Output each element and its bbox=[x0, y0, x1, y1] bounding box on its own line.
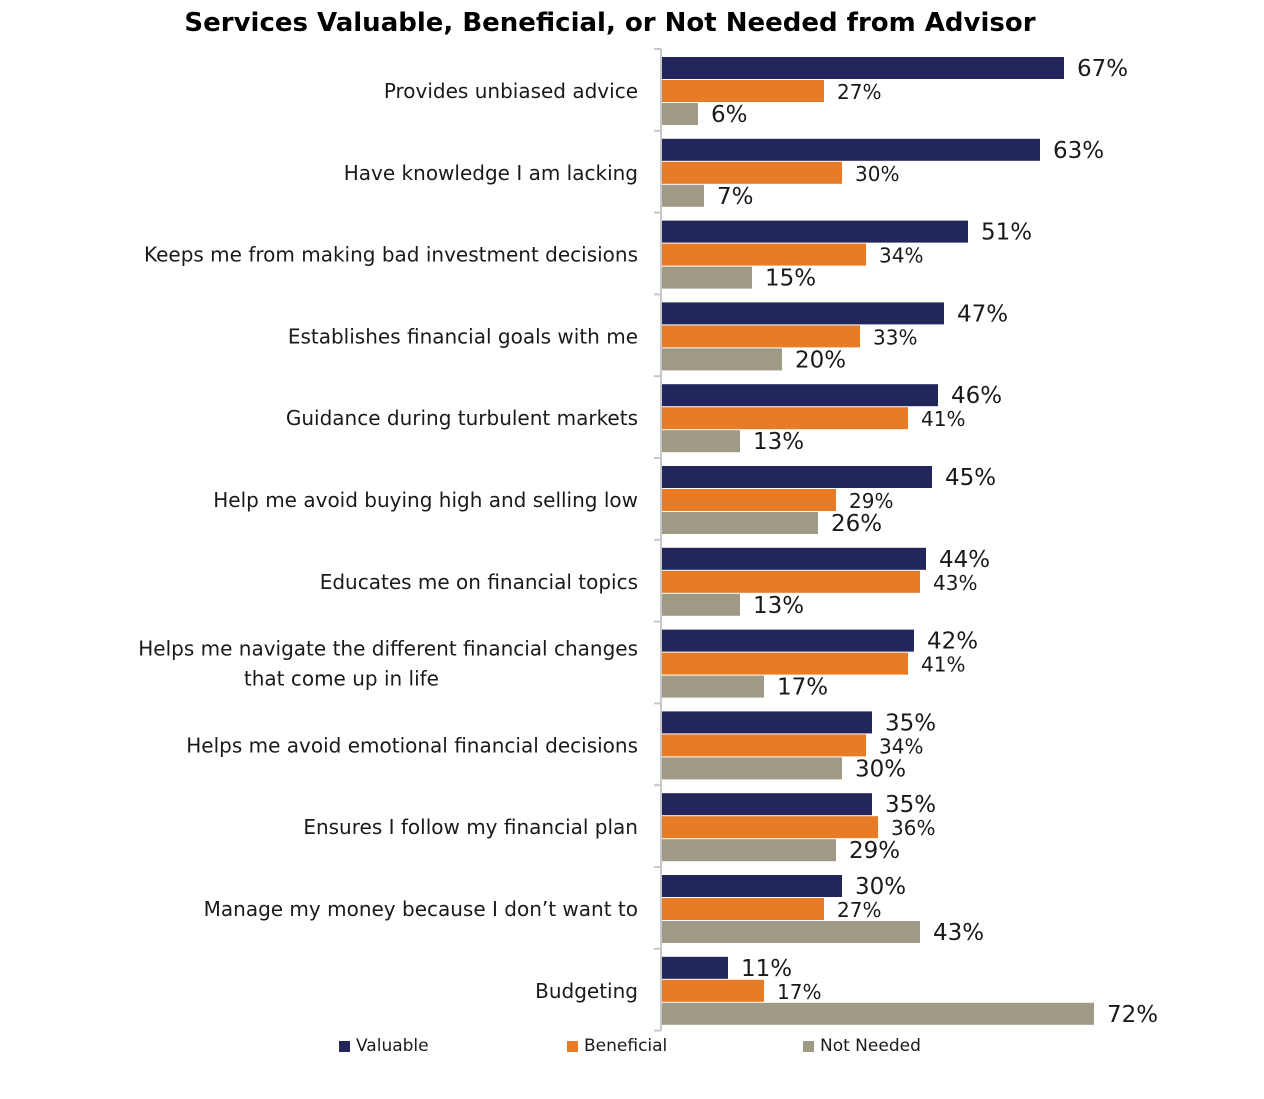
bar-not-needed bbox=[662, 839, 836, 862]
labels-layer: Provides unbiased advice 67% 27% 6% Have kno… bbox=[138, 56, 1158, 1028]
bar-not-needed bbox=[662, 103, 698, 125]
bar-beneficial bbox=[662, 816, 878, 839]
bar-valuable bbox=[662, 466, 932, 488]
data-label: 30% bbox=[855, 162, 899, 186]
data-label: 15% bbox=[765, 266, 816, 292]
category-label: Budgeting bbox=[535, 979, 638, 1003]
category-label: Manage my money because I don’t want to bbox=[204, 897, 638, 921]
bar-valuable bbox=[662, 875, 842, 897]
bar-not-needed bbox=[662, 348, 782, 371]
data-label: 45% bbox=[945, 465, 996, 491]
bar-beneficial bbox=[662, 243, 866, 266]
legend-swatch bbox=[339, 1040, 350, 1052]
data-label: 36% bbox=[891, 816, 935, 840]
data-label: 7% bbox=[717, 184, 754, 210]
data-label: 43% bbox=[933, 571, 977, 595]
data-label: 29% bbox=[849, 838, 900, 864]
data-label: 6% bbox=[711, 102, 748, 128]
legend-item: Not Needed bbox=[803, 1036, 921, 1056]
data-label: 27% bbox=[837, 80, 881, 104]
category-label: Keeps me from making bad investment deci… bbox=[144, 243, 638, 267]
data-label: 42% bbox=[927, 629, 978, 655]
data-label: 43% bbox=[933, 920, 984, 946]
legend-label: Beneficial bbox=[584, 1036, 668, 1056]
data-label: 17% bbox=[777, 980, 821, 1004]
bar-beneficial bbox=[662, 325, 860, 348]
legend-item: Valuable bbox=[339, 1036, 429, 1056]
category-label: Helps me navigate the different financia… bbox=[138, 637, 638, 691]
bar-beneficial bbox=[662, 898, 824, 920]
data-label: 41% bbox=[921, 407, 965, 431]
data-label: 29% bbox=[849, 489, 893, 513]
category-label: Guidance during turbulent markets bbox=[286, 406, 638, 430]
data-label: 41% bbox=[921, 653, 965, 677]
data-label: 47% bbox=[957, 301, 1008, 327]
data-label: 34% bbox=[879, 734, 923, 758]
data-label: 46% bbox=[951, 383, 1002, 409]
bar-valuable bbox=[662, 384, 938, 407]
bar-valuable bbox=[662, 138, 1040, 161]
data-label: 17% bbox=[777, 675, 828, 701]
data-label: 51% bbox=[981, 220, 1032, 246]
bar-not-needed bbox=[662, 921, 920, 943]
bar-beneficial bbox=[662, 979, 764, 1002]
legend-label: Valuable bbox=[356, 1036, 429, 1056]
bar-beneficial bbox=[662, 570, 920, 593]
bar-not-needed bbox=[662, 675, 764, 698]
legend: Valuable Beneficial Not Needed bbox=[0, 1036, 1264, 1060]
bar-beneficial bbox=[662, 734, 866, 757]
data-label: 35% bbox=[885, 710, 936, 736]
category-label: Have knowledge I am lacking bbox=[344, 161, 638, 185]
bar-valuable bbox=[662, 547, 926, 570]
data-label: 13% bbox=[753, 593, 804, 619]
bar-valuable bbox=[662, 57, 1064, 79]
data-label: 72% bbox=[1107, 1002, 1158, 1028]
category-label: Help me avoid buying high and selling lo… bbox=[213, 488, 638, 512]
bar-valuable bbox=[662, 711, 872, 734]
axis-layer bbox=[654, 48, 662, 1032]
category-label: Provides unbiased advice bbox=[384, 79, 638, 103]
data-label: 34% bbox=[879, 244, 923, 268]
data-label: 33% bbox=[873, 325, 917, 349]
data-label: 30% bbox=[855, 756, 906, 782]
bar-valuable bbox=[662, 956, 728, 979]
bar-valuable bbox=[662, 629, 914, 652]
bars-layer bbox=[662, 57, 1094, 1025]
category-label: Helps me avoid emotional financial decis… bbox=[186, 733, 638, 757]
data-label: 27% bbox=[837, 898, 881, 922]
bar-not-needed bbox=[662, 184, 704, 207]
bar-not-needed bbox=[662, 757, 842, 780]
data-label: 26% bbox=[831, 511, 882, 537]
data-label: 13% bbox=[753, 429, 804, 455]
category-label: Educates me on financial topics bbox=[320, 570, 638, 594]
data-label: 35% bbox=[885, 792, 936, 818]
bar-valuable bbox=[662, 220, 968, 243]
bar-valuable bbox=[662, 302, 944, 325]
legend-item: Beneficial bbox=[567, 1036, 667, 1056]
bar-not-needed bbox=[662, 266, 752, 289]
bar-not-needed bbox=[662, 1002, 1094, 1025]
data-label: 63% bbox=[1053, 138, 1104, 164]
legend-swatch bbox=[567, 1040, 578, 1052]
bar-beneficial bbox=[662, 652, 908, 675]
bar-not-needed bbox=[662, 430, 740, 453]
bar-beneficial bbox=[662, 80, 824, 102]
data-label: 30% bbox=[855, 874, 906, 900]
data-label: 20% bbox=[795, 347, 846, 373]
legend-label: Not Needed bbox=[820, 1036, 921, 1056]
data-label: 44% bbox=[939, 547, 990, 573]
bar-beneficial bbox=[662, 489, 836, 511]
data-label: 67% bbox=[1077, 56, 1128, 82]
bar-valuable bbox=[662, 793, 872, 816]
bar-beneficial bbox=[662, 161, 842, 184]
category-label: Establishes financial goals with me bbox=[288, 324, 638, 348]
bar-not-needed bbox=[662, 512, 818, 534]
legend-swatch bbox=[803, 1040, 814, 1052]
category-label: Ensures I follow my financial plan bbox=[303, 815, 638, 839]
bar-not-needed bbox=[662, 593, 740, 616]
bar-beneficial bbox=[662, 407, 908, 430]
data-label: 11% bbox=[741, 956, 792, 982]
chart-title: Services Valuable, Beneficial, or Not Ne… bbox=[184, 8, 1036, 38]
